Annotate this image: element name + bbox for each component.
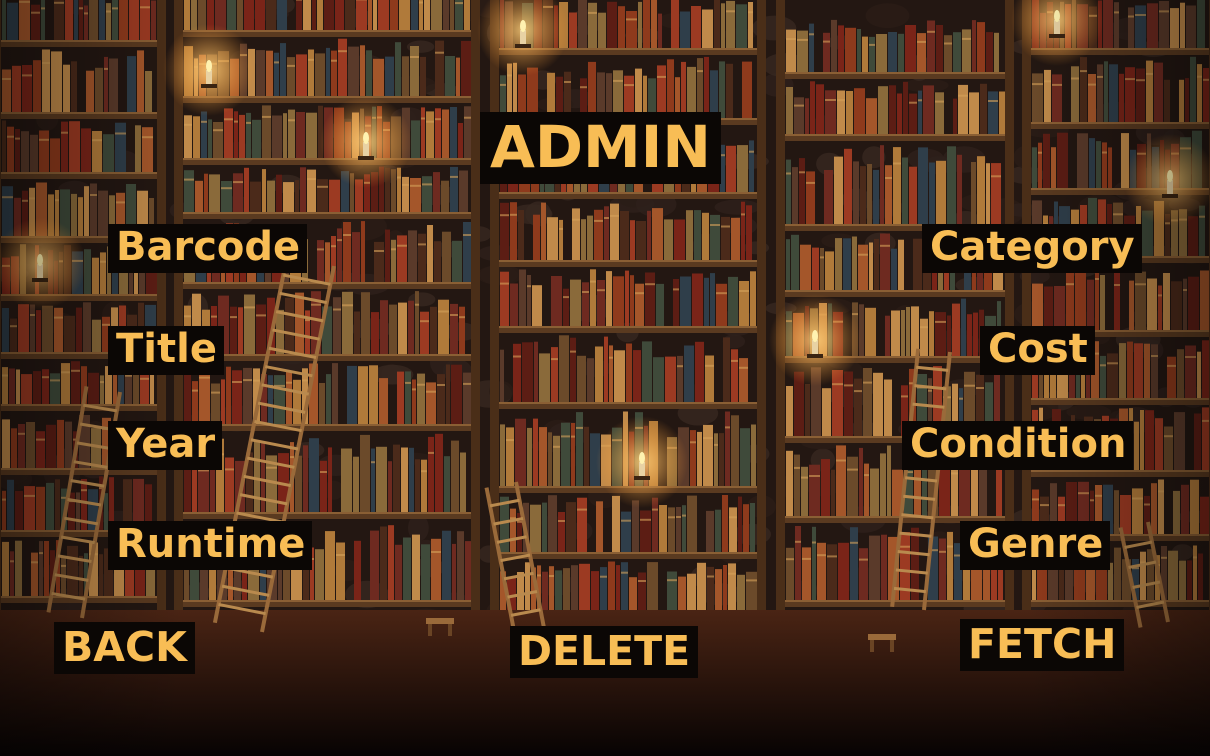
fetch-button[interactable]: FETCH: [960, 619, 1125, 671]
category-field-label: Category: [922, 224, 1142, 273]
genre-field-label: Genre: [960, 521, 1111, 570]
delete-button[interactable]: DELETE: [510, 626, 699, 678]
back-button[interactable]: BACK: [54, 622, 195, 674]
year-field-label: Year: [108, 421, 223, 470]
barcode-field-label: Barcode: [108, 224, 308, 273]
condition-field-label: Condition: [902, 421, 1134, 470]
cost-field-label: Cost: [980, 326, 1095, 375]
page-title: ADMIN: [480, 112, 721, 184]
title-field-label: Title: [108, 326, 224, 375]
runtime-field-label: Runtime: [108, 521, 313, 570]
